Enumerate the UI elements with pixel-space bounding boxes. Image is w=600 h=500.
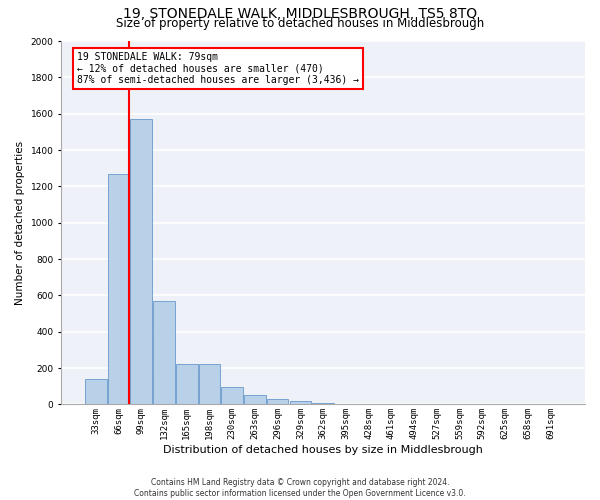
Bar (85, 379, 107, 404)
Bar (221, 387, 243, 404)
Text: 19 STONEDALE WALK: 79sqm
← 12% of detached houses are smaller (470)
87% of semi-: 19 STONEDALE WALK: 79sqm ← 12% of detach… (77, 52, 359, 85)
Text: Size of property relative to detached houses in Middlesbrough: Size of property relative to detached ho… (116, 18, 484, 30)
Bar (267, 399, 289, 404)
Y-axis label: Number of detached properties: Number of detached properties (15, 140, 25, 305)
Bar (313, 402, 334, 404)
Text: Contains HM Land Registry data © Crown copyright and database right 2024.
Contai: Contains HM Land Registry data © Crown c… (134, 478, 466, 498)
Bar (199, 364, 220, 405)
Bar (290, 401, 311, 404)
Bar (176, 364, 197, 405)
Text: 19, STONEDALE WALK, MIDDLESBROUGH, TS5 8TQ: 19, STONEDALE WALK, MIDDLESBROUGH, TS5 8… (123, 8, 477, 22)
Bar (244, 396, 266, 404)
X-axis label: Distribution of detached houses by size in Middlesbrough: Distribution of detached houses by size … (163, 445, 483, 455)
Bar (108, 174, 130, 404)
Bar (130, 119, 152, 405)
Bar (153, 301, 175, 405)
